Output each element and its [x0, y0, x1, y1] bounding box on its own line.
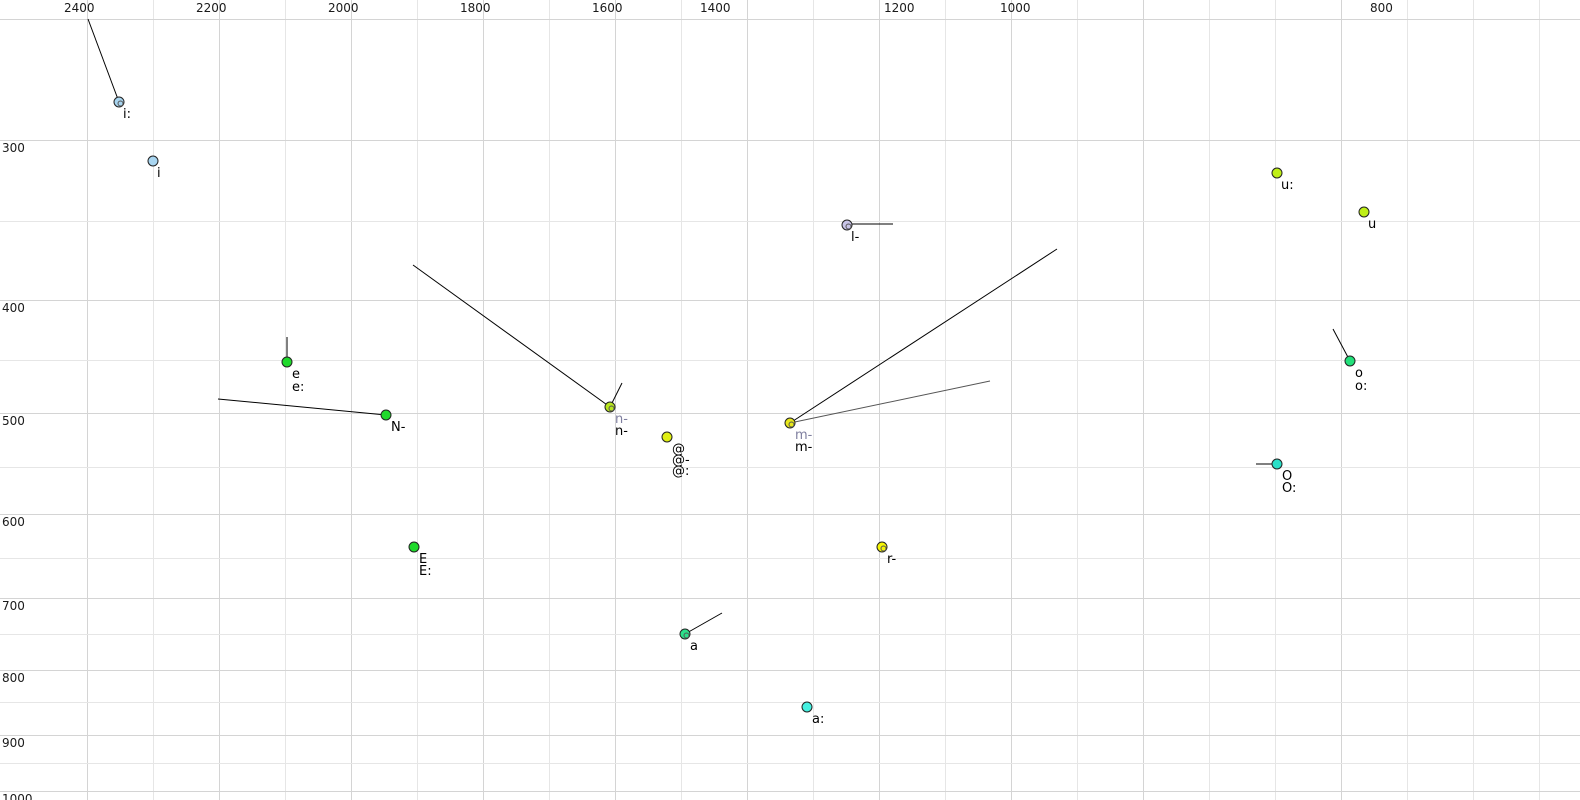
gridline-vertical	[1143, 0, 1144, 800]
gridline-horizontal	[0, 221, 1580, 222]
gridline-horizontal	[0, 19, 1580, 20]
gridline-horizontal	[0, 791, 1580, 792]
y-axis-tick-label: 900	[2, 736, 25, 750]
gridline-horizontal	[0, 634, 1580, 635]
vowel-point-e[interactable]	[281, 356, 293, 368]
gridline-vertical	[1407, 0, 1408, 800]
gridline-horizontal	[0, 598, 1580, 599]
vowel-label: @-	[672, 453, 690, 468]
vowel-point-a[interactable]	[679, 628, 691, 640]
gridline-horizontal	[0, 558, 1580, 559]
gridline-horizontal	[0, 735, 1580, 736]
x-axis-tick-label: 1000	[1000, 1, 1031, 15]
vowel-label: r-	[887, 552, 897, 567]
gridline-vertical	[1539, 0, 1540, 800]
vowel-label: i	[157, 166, 161, 181]
x-axis-tick-label: 1400	[700, 1, 731, 15]
vowel-label: E	[419, 552, 428, 567]
gridline-vertical	[1077, 0, 1078, 800]
vowel-point-schwa[interactable]	[661, 431, 673, 443]
gridline-horizontal	[0, 702, 1580, 703]
y-axis-tick-label: 700	[2, 599, 25, 613]
gridline-vertical	[1275, 0, 1276, 800]
x-axis-tick-label: 800	[1370, 1, 1393, 15]
y-axis-tick-label: 300	[2, 141, 25, 155]
vowel-point-ldash[interactable]	[841, 219, 853, 231]
vowel-point-along[interactable]	[801, 701, 813, 713]
x-axis-tick-label: 1600	[592, 1, 623, 15]
gridline-horizontal	[0, 763, 1580, 764]
vowel-label: a:	[812, 712, 825, 727]
gridline-vertical	[681, 0, 682, 800]
x-axis-tick-label: 2200	[196, 1, 227, 15]
vowel-point-Ndash[interactable]	[380, 409, 392, 421]
x-axis-tick-label: 1200	[884, 1, 915, 15]
vowel-label: u	[1368, 217, 1377, 232]
gridline-horizontal	[0, 514, 1580, 515]
vowel-point-u[interactable]	[1358, 206, 1370, 218]
vowel-point-rdash[interactable]	[876, 541, 888, 553]
gridline-horizontal	[0, 467, 1580, 468]
vowel-point-o[interactable]	[1344, 355, 1356, 367]
gridline-vertical	[87, 0, 88, 800]
y-axis-tick-label: 800	[2, 671, 25, 685]
vowel-point-E[interactable]	[408, 541, 420, 553]
gridline-horizontal	[0, 670, 1580, 671]
vowel-label: @:	[672, 464, 690, 479]
vowel-label: N-	[391, 420, 406, 435]
vowel-label: u:	[1281, 178, 1294, 193]
vowel-label: O:	[1282, 481, 1297, 496]
vowel-label: n-	[615, 412, 628, 427]
vowel-label: m-	[795, 440, 813, 455]
vowel-point-ulong[interactable]	[1271, 167, 1283, 179]
vowel-label: E:	[419, 564, 432, 579]
gridline-horizontal	[0, 140, 1580, 141]
vowel-label: i:	[123, 107, 131, 122]
gridline-vertical	[1209, 0, 1210, 800]
vowel-label: n-	[615, 424, 628, 439]
gridline-vertical	[153, 0, 154, 800]
vowel-label: m-	[795, 428, 813, 443]
vowel-label: @	[672, 442, 685, 457]
vowel-point-i[interactable]	[147, 155, 159, 167]
vowel-label: a	[690, 639, 698, 654]
x-axis-tick-label: 2000	[328, 1, 359, 15]
vowel-label: l-	[851, 230, 860, 245]
vowel-label: e	[292, 367, 300, 382]
vowel-label: O	[1282, 469, 1293, 484]
gridline-vertical	[1473, 0, 1474, 800]
y-axis-tick-label: 400	[2, 301, 25, 315]
vowel-point-ilong[interactable]	[113, 96, 125, 108]
vowel-point-O[interactable]	[1271, 458, 1283, 470]
y-axis-tick-label: 500	[2, 414, 25, 428]
vowel-point-mdash[interactable]	[784, 417, 796, 429]
y-axis-tick-label: 1000	[2, 792, 33, 800]
y-axis-tick-label: 600	[2, 515, 25, 529]
vowel-label: o:	[1355, 379, 1368, 394]
gridline-vertical	[1341, 0, 1342, 800]
x-axis-tick-label: 1800	[460, 1, 491, 15]
gridline-vertical	[747, 0, 748, 800]
vowel-label: o	[1355, 366, 1363, 381]
vowel-label: e:	[292, 380, 305, 395]
vowel-point-ndash[interactable]	[604, 401, 616, 413]
x-axis-tick-label: 2400	[64, 1, 95, 15]
